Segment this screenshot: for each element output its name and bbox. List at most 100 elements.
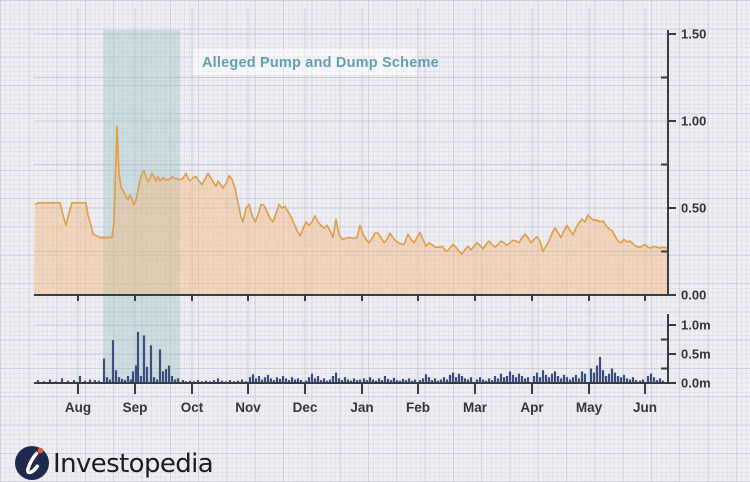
volume-bar <box>475 379 479 383</box>
volume-bar <box>392 377 396 383</box>
volume-bar <box>646 376 650 383</box>
volume-bar <box>358 379 362 383</box>
volume-bar <box>413 379 417 383</box>
axes: 0.00 0.50 1.00 1.50 0.0m 0.5m 1.0m Aug Sep Oct Nov… <box>34 27 711 415</box>
volume-bar <box>568 379 572 383</box>
logo-i-dot-icon <box>37 447 44 454</box>
volume-bar <box>661 380 665 383</box>
gridlines <box>34 8 668 383</box>
price-line <box>34 125 669 255</box>
volume-bar <box>368 377 372 383</box>
volume-bar <box>598 356 602 383</box>
volume-bar <box>613 372 617 383</box>
volume-bar <box>580 371 584 383</box>
volume-bar <box>377 378 381 383</box>
volume-bar <box>398 380 402 383</box>
volume-bar <box>307 377 311 383</box>
volume-bar <box>278 378 282 383</box>
volume-bar <box>469 377 473 383</box>
x-axis-label: Mar <box>463 400 488 415</box>
volume-bar <box>421 378 425 383</box>
volume-bar <box>481 379 485 383</box>
volume-bar <box>401 378 405 383</box>
volume-bar <box>502 377 506 383</box>
volume-bar <box>66 380 70 383</box>
volume-bar <box>111 340 115 383</box>
volume-bar <box>641 379 645 383</box>
volume-bar <box>114 370 118 383</box>
volume-bar <box>559 378 563 383</box>
volume-bar <box>346 379 350 383</box>
volume-bar <box>433 378 437 383</box>
volume-bar <box>607 373 611 383</box>
volume-bar <box>380 380 384 383</box>
volume-bar <box>389 380 393 383</box>
volume-bar <box>325 380 329 383</box>
volume-bar <box>129 379 133 383</box>
volume-bar <box>550 373 554 383</box>
volume-bar <box>595 365 599 383</box>
volume-bar <box>427 377 431 383</box>
x-axis-label: Jan <box>350 400 373 415</box>
volume-bar <box>407 378 411 383</box>
price-area-fill <box>34 126 668 295</box>
volume-bar <box>445 379 449 383</box>
volume-bar <box>484 380 488 383</box>
volume-bar <box>451 372 455 383</box>
volume-bar <box>490 380 494 383</box>
volume-bar <box>343 377 347 383</box>
volume-bar <box>275 377 279 383</box>
volume-bar <box>448 374 452 383</box>
volume-bar <box>649 373 653 383</box>
volume-bar <box>236 380 240 383</box>
x-axis-label: May <box>576 400 603 415</box>
volume-bar <box>628 379 632 383</box>
volume-bar <box>592 372 596 383</box>
volume-bar <box>251 374 255 383</box>
volume-bar <box>658 378 662 383</box>
volume-bar <box>93 380 97 383</box>
volume-bar <box>313 378 317 383</box>
volume-bar <box>619 377 623 383</box>
volume-bar <box>505 376 509 383</box>
volume-bar <box>97 380 101 383</box>
price-series <box>34 125 669 295</box>
volume-bar <box>176 378 180 383</box>
volume-bar <box>319 380 323 383</box>
volume-bar <box>547 377 551 383</box>
x-axis-label: Oct <box>181 400 204 415</box>
volume-bar <box>105 377 109 383</box>
volume-bar <box>520 376 524 383</box>
volume-bar <box>535 372 539 383</box>
volume-bar <box>499 373 503 383</box>
volume-bar <box>164 369 168 383</box>
volume-bar <box>167 365 171 383</box>
volume-bar <box>404 380 408 383</box>
volume-bar <box>478 377 482 383</box>
volume-bar <box>466 379 470 383</box>
volume-bar <box>386 378 390 383</box>
volume-bar <box>248 377 252 383</box>
volume-bar <box>439 379 443 383</box>
y-axis-label: 1.00 <box>681 114 706 129</box>
volume-bar <box>102 358 106 383</box>
volume-bar <box>454 377 458 383</box>
volume-bar <box>337 378 341 383</box>
volume-bar <box>556 376 560 383</box>
volume-bar <box>496 378 500 383</box>
volume-bar <box>442 377 446 383</box>
annotation-background <box>193 49 417 75</box>
annotation-label: Alleged Pump and Dump Scheme <box>202 55 439 71</box>
volume-bar <box>263 377 267 383</box>
volume-bar <box>655 380 659 383</box>
volume-bar <box>299 380 303 383</box>
volume-bar <box>328 379 332 383</box>
volume-bar <box>523 378 527 383</box>
volume-bar <box>331 376 335 383</box>
highlight-band <box>103 30 180 383</box>
volume-bar <box>634 380 638 383</box>
volume-bar <box>240 379 244 383</box>
volume-bar <box>383 376 387 383</box>
volume-bar <box>610 368 614 383</box>
